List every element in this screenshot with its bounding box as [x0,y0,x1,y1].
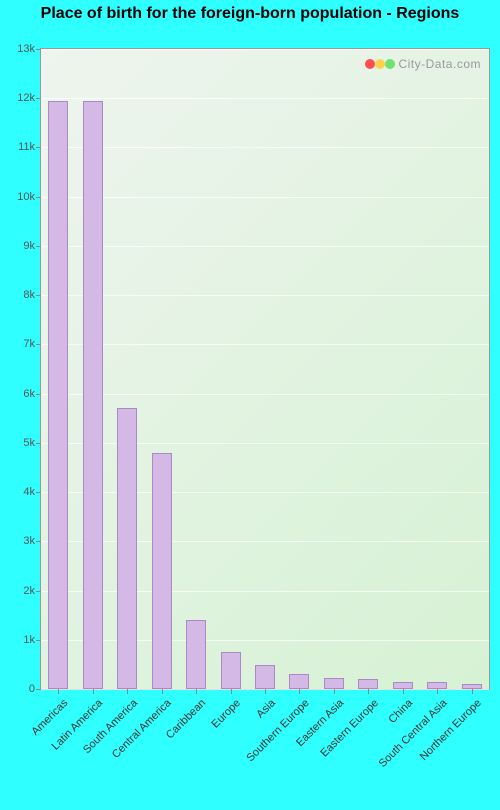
xtick-label: Central America [110,697,174,761]
xtick-label: Southern Europe [245,697,312,764]
ytick-label: 11k [18,141,35,153]
bar [221,652,241,689]
ytick-label: 3k [23,535,35,547]
plot-area: City-Data.com 01k2k3k4k5k6k7k8k9k10k11k1… [40,48,490,690]
gridline [41,492,489,493]
ytick-mark [36,591,41,592]
gridline [41,295,489,296]
bar [324,678,344,689]
ytick-label: 10k [17,191,35,203]
ytick-label: 8k [23,289,35,301]
bar [186,620,206,689]
watermark-text: City-Data.com [395,57,481,71]
bar [83,101,103,689]
xtick-mark [231,689,232,694]
xtick-mark [162,689,163,694]
bar [358,679,378,689]
bar [393,682,413,689]
bar [427,682,447,689]
xtick-label: China [387,697,416,726]
gridline [41,394,489,395]
gridline [41,246,489,247]
ytick-mark [36,689,41,690]
watermark-dot-icon [375,59,385,69]
watermark: City-Data.com [365,57,481,71]
gridline [41,591,489,592]
gridline [41,147,489,148]
xtick-mark [437,689,438,694]
ytick-mark [36,344,41,345]
watermark-dot-icon [365,59,375,69]
ytick-mark [36,197,41,198]
bar [117,408,137,689]
ytick-mark [36,246,41,247]
xtick-mark [368,689,369,694]
ytick-mark [36,98,41,99]
chart-container: Place of birth for the foreign-born popu… [0,0,500,810]
ytick-label: 9k [23,240,35,252]
ytick-label: 0 [29,683,35,695]
xtick-mark [127,689,128,694]
ytick-mark [36,541,41,542]
xtick-mark [58,689,59,694]
xtick-mark [299,689,300,694]
ytick-mark [36,640,41,641]
xtick-mark [196,689,197,694]
xtick-mark [472,689,473,694]
ytick-mark [36,443,41,444]
ytick-mark [36,295,41,296]
ytick-label: 2k [23,585,35,597]
ytick-mark [36,492,41,493]
ytick-label: 6k [23,388,35,400]
xtick-label: Asia [254,697,278,721]
gridline [41,443,489,444]
ytick-mark [36,394,41,395]
watermark-dot-icon [385,59,395,69]
xtick-mark [403,689,404,694]
gridline [41,640,489,641]
gridline [41,541,489,542]
gridline [41,98,489,99]
bar [255,665,275,689]
ytick-label: 5k [23,437,35,449]
ytick-mark [36,147,41,148]
chart-title: Place of birth for the foreign-born popu… [0,4,500,23]
xtick-mark [334,689,335,694]
ytick-label: 7k [23,338,35,350]
ytick-label: 1k [23,634,35,646]
ytick-label: 12k [17,92,35,104]
ytick-label: 4k [23,486,35,498]
ytick-mark [36,49,41,50]
gridline [41,344,489,345]
ytick-label: 13k [17,43,35,55]
xtick-label: Northern Europe [418,697,484,763]
xtick-mark [265,689,266,694]
xtick-mark [93,689,94,694]
gridline [41,197,489,198]
xtick-label: Europe [209,697,243,731]
bar [289,674,309,689]
bar [48,101,68,689]
gridline [41,49,489,50]
bar [152,453,172,689]
